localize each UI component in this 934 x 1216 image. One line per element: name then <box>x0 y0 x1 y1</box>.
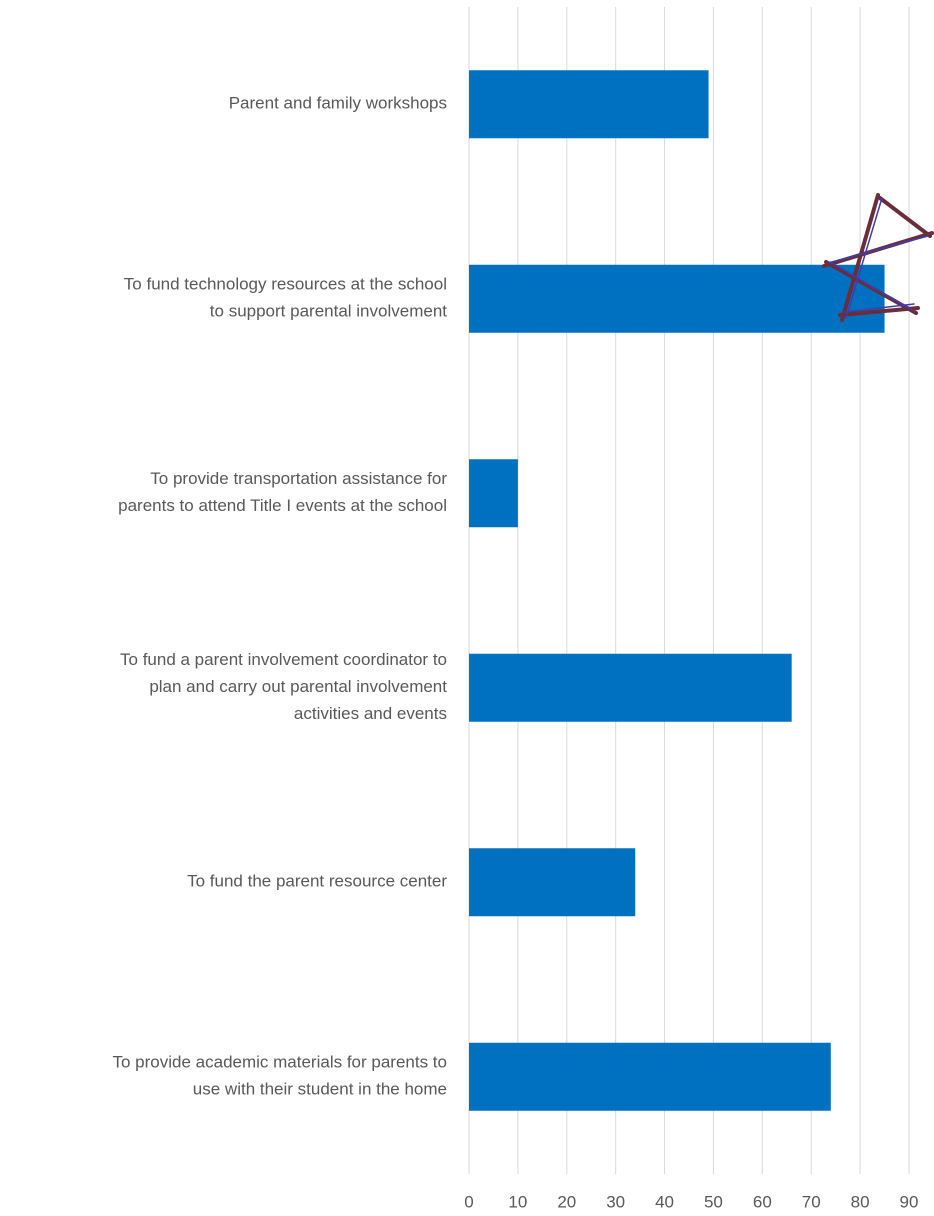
x-tick-label: 70 <box>802 1192 821 1211</box>
bar <box>469 459 518 527</box>
y-tick-label: Parent and family workshops <box>229 94 447 113</box>
y-tick-label: plan and carry out parental involvement <box>149 677 447 696</box>
x-tick-label: 40 <box>655 1192 674 1211</box>
bar <box>469 265 885 333</box>
bar <box>469 1043 831 1111</box>
x-tick-label: 10 <box>508 1192 527 1211</box>
x-tick-label: 60 <box>753 1192 772 1211</box>
y-tick-label: To provide academic materials for parent… <box>113 1053 448 1072</box>
y-tick-label: To provide transportation assistance for <box>150 469 447 488</box>
x-tick-label: 80 <box>851 1192 870 1211</box>
bar <box>469 848 635 916</box>
y-tick-label: To fund a parent involvement coordinator… <box>120 650 447 669</box>
y-tick-label: activities and events <box>294 704 447 723</box>
y-tick-label: parents to attend Title I events at the … <box>118 496 447 515</box>
y-tick-label: to support parental involvement <box>210 302 447 321</box>
bar <box>469 70 709 138</box>
x-tick-label: 30 <box>606 1192 625 1211</box>
y-tick-label: use with their student in the home <box>193 1080 447 1099</box>
x-tick-label: 90 <box>900 1192 919 1211</box>
x-tick-label: 20 <box>557 1192 576 1211</box>
chart: 0 10 20 30 40 50 60 70 80 90 Parent and family wor… <box>0 0 934 1216</box>
bar <box>469 654 792 722</box>
x-tick-label: 50 <box>704 1192 723 1211</box>
x-tick-label: 0 <box>464 1192 473 1211</box>
y-tick-label: To fund technology resources at the scho… <box>124 275 447 294</box>
y-tick-label: To fund the parent resource center <box>187 872 447 891</box>
